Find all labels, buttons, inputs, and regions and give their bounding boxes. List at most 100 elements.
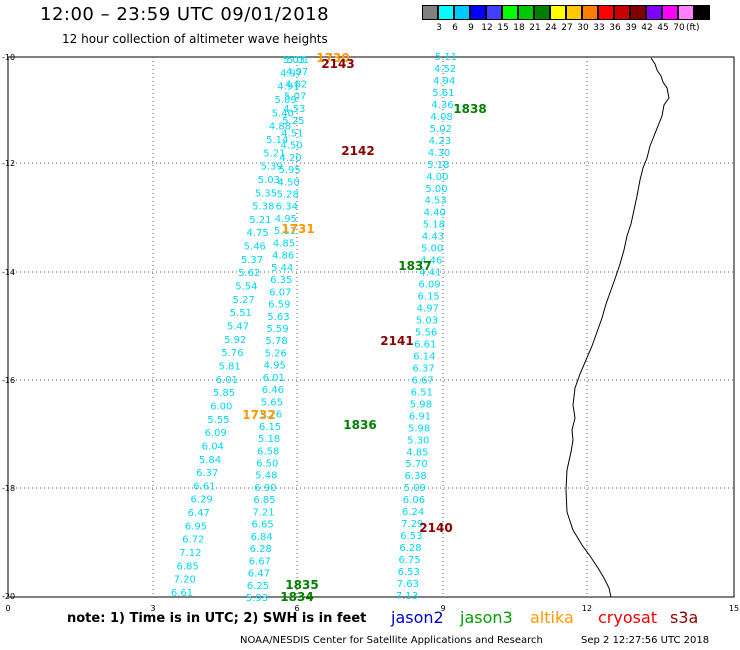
wave-height-value: 5.21 [263, 148, 285, 159]
scale-tick-label: 15 [497, 23, 509, 33]
wave-height-value: 4.51 [281, 128, 303, 139]
x-axis-label: 6 [294, 604, 299, 613]
wave-height-value: 5.18 [258, 434, 280, 445]
wave-height-value: 5.18 [427, 160, 449, 171]
wave-height-value: 5.47 [227, 322, 249, 333]
wave-height-value: 6.95 [185, 521, 207, 532]
y-axis-label: -18 [2, 484, 15, 493]
wave-height-value: 6.58 [257, 446, 279, 457]
scale-swatch [422, 5, 438, 20]
pass-time-label: 2143 [321, 57, 354, 71]
wave-height-value: 5.39 [260, 162, 282, 173]
wave-height-value: 6.01 [216, 375, 238, 386]
wave-height-value: 5.09 [404, 483, 426, 494]
scale-swatch [534, 5, 550, 20]
wave-height-value: 5.28 [277, 190, 299, 201]
wave-height-value: 7.12 [179, 548, 201, 559]
wave-height-value: 6.85 [253, 495, 275, 506]
wave-height-value: 4.20 [279, 153, 301, 164]
wave-height-value: 6.15 [259, 422, 281, 433]
wave-height-value: 5.48 [255, 471, 277, 482]
wave-height-value: 6.14 [413, 351, 435, 362]
wave-height-value: 4.40 [424, 208, 446, 219]
pass-time-label: 1732 [242, 408, 275, 422]
wave-height-value: 4.75 [246, 228, 268, 239]
wave-height-value: 5.07 [284, 92, 306, 103]
wave-height-value: 5.70 [405, 459, 427, 470]
wave-height-value: 4.94 [433, 76, 455, 87]
wave-height-value: 5.14 [266, 135, 288, 146]
scale-unit: (ft) [686, 23, 700, 33]
wave-height-value: 5.95 [278, 165, 300, 176]
wave-height-value: 6.47 [188, 508, 210, 519]
y-axis-label: -16 [2, 376, 15, 385]
wave-height-value: 6.61 [414, 339, 436, 350]
wave-height-value: 6.90 [254, 483, 276, 494]
wave-height-value: 4.36 [431, 100, 453, 111]
scale-tick-label: 70 [673, 23, 685, 33]
wave-height-value: 6.25 [247, 581, 269, 592]
pass-time-label: 2141 [380, 334, 413, 348]
wave-height-value: 6.53 [400, 531, 422, 542]
wave-height-value: 6.72 [182, 535, 204, 546]
wave-height-value: 7.13 [396, 591, 418, 602]
wave-height-value: 5.03 [258, 175, 280, 186]
wave-height-value: 6.09 [204, 428, 226, 439]
wave-height-value: 5.84 [199, 455, 221, 466]
scale-swatch [502, 5, 518, 20]
wave-height-value: 5.93 [246, 593, 268, 604]
wave-height-value: 6.65 [251, 520, 273, 531]
altimeter-tracks: 5.034.974.915.095.404.885.145.215.395.03… [171, 52, 457, 604]
wave-height-value: 6.75 [398, 555, 420, 566]
wave-height-value: 6.15 [418, 292, 440, 303]
wave-height-value: 5.63 [267, 312, 289, 323]
scale-tick-label: 24 [545, 23, 557, 33]
wave-height-value: 4.00 [426, 172, 448, 183]
wave-height-value: 4.97 [280, 68, 302, 79]
wave-height-value: 5.76 [221, 348, 243, 359]
scale-swatch [646, 5, 662, 20]
wave-height-value: 4.50 [280, 141, 302, 152]
axis-labels: -10 -12 -14 -16 -18 -20 0 3 6 9 12 15 [2, 53, 739, 613]
wave-height-value: 6.53 [398, 567, 420, 578]
wave-height-value: 6.34 [276, 202, 298, 213]
wave-height-value: 5.65 [261, 397, 283, 408]
wave-height-value: 6.29 [190, 495, 212, 506]
pass-time-label: 1731 [281, 222, 314, 236]
wave-height-value: 5.11 [274, 226, 296, 237]
footer-credit: NOAA/NESDIS Center for Satellite Applica… [240, 635, 543, 646]
wave-height-value: 4.91 [277, 82, 299, 93]
x-axis-label: 9 [440, 604, 445, 613]
y-axis-label: -14 [2, 268, 15, 277]
wave-height-value: 4.97 [286, 67, 308, 78]
wave-height-value: 6.38 [405, 471, 427, 482]
scale-swatch [630, 5, 646, 20]
wave-height-value: 5.54 [235, 282, 257, 293]
wave-height-value: 5.40 [272, 108, 294, 119]
wave-height-value: 5.46 [244, 242, 266, 253]
wave-height-value: 5.18 [423, 220, 445, 231]
wave-height-value: 4.53 [283, 104, 305, 115]
pass-time-label: 1838 [453, 102, 486, 116]
wave-height-value: 6.09 [418, 280, 440, 291]
wave-height-value: 7.21 [252, 507, 274, 518]
scale-tick-label: 3 [436, 23, 442, 33]
scale-swatch [566, 5, 582, 20]
scale-tick-label: 36 [609, 23, 621, 33]
wave-height-value: 4.41 [419, 268, 441, 279]
wave-height-value: 5.98 [408, 423, 430, 434]
pass-time-label: 1836 [343, 418, 376, 432]
wave-height-value: 5.11 [435, 52, 457, 63]
wave-height-value: 5.81 [218, 361, 240, 372]
scale-tick-label: 12 [481, 23, 493, 33]
wave-height-value: 6.67 [411, 375, 433, 386]
wave-height-value: 5.92 [224, 335, 246, 346]
wave-height-value: 4.86 [272, 251, 294, 262]
legend-altika: altika [530, 608, 574, 627]
wave-height-value: 4.23 [429, 136, 451, 147]
scale-tick-label: 42 [641, 23, 653, 33]
scale-tick-label: 27 [561, 23, 573, 33]
wave-height-value: 5.78 [265, 336, 287, 347]
wave-height-value: 5.00 [425, 184, 447, 195]
